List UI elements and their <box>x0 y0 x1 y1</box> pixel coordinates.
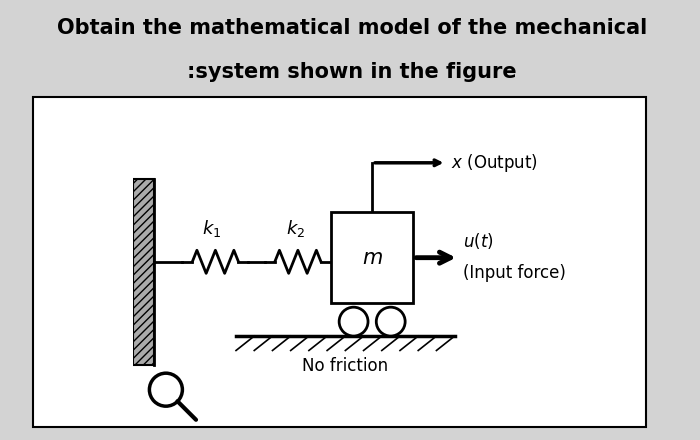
Text: :system shown in the figure: :system shown in the figure <box>188 62 517 81</box>
Text: Obtain the mathematical model of the mechanical: Obtain the mathematical model of the mec… <box>57 18 648 37</box>
FancyBboxPatch shape <box>33 97 645 427</box>
